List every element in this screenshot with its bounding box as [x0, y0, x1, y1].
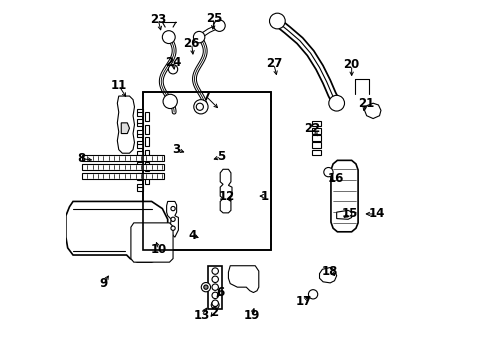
Text: 13: 13 [193, 309, 209, 322]
Circle shape [213, 20, 225, 31]
Bar [136, 152, 143, 158]
Circle shape [196, 103, 203, 111]
Text: 24: 24 [164, 55, 181, 69]
Bar [145, 162, 148, 171]
Text: 25: 25 [205, 12, 222, 25]
Circle shape [163, 94, 177, 109]
Bar [82, 173, 164, 179]
Bar [136, 109, 143, 116]
Text: 26: 26 [183, 37, 200, 50]
Circle shape [212, 284, 218, 291]
Circle shape [171, 206, 175, 211]
Circle shape [203, 285, 207, 289]
Polygon shape [131, 223, 173, 262]
Text: 19: 19 [243, 309, 259, 322]
Bar [207, 266, 222, 309]
Text: 18: 18 [322, 265, 338, 278]
Text: 5: 5 [217, 150, 225, 163]
Bar [82, 164, 164, 170]
Polygon shape [228, 266, 258, 293]
Text: 12: 12 [218, 190, 234, 203]
Polygon shape [336, 210, 351, 219]
Text: 15: 15 [341, 207, 357, 220]
Polygon shape [220, 169, 231, 213]
Circle shape [211, 301, 219, 309]
Text: 17: 17 [295, 295, 311, 308]
Circle shape [328, 95, 344, 111]
Circle shape [171, 217, 175, 221]
Circle shape [162, 31, 175, 44]
Circle shape [168, 64, 177, 74]
Text: 7: 7 [202, 90, 209, 103]
Text: 10: 10 [150, 243, 166, 256]
Text: 21: 21 [357, 97, 373, 110]
Text: 2: 2 [210, 306, 218, 319]
Text: 14: 14 [368, 207, 384, 220]
Bar [312, 135, 321, 141]
Bar [312, 150, 321, 155]
Polygon shape [121, 123, 129, 134]
Polygon shape [166, 202, 178, 237]
Bar [145, 150, 148, 158]
Text: 23: 23 [150, 13, 166, 26]
Bar [312, 143, 321, 148]
Bar [142, 93, 271, 249]
Circle shape [212, 268, 218, 274]
Bar [312, 128, 321, 134]
Text: 6: 6 [216, 286, 224, 299]
Bar [142, 93, 271, 249]
Circle shape [193, 100, 207, 114]
Circle shape [171, 226, 175, 230]
Text: 22: 22 [304, 122, 320, 135]
Bar [136, 130, 143, 137]
Circle shape [201, 283, 210, 292]
Bar [145, 125, 148, 134]
Circle shape [193, 31, 204, 43]
Circle shape [213, 303, 217, 307]
Circle shape [323, 167, 332, 177]
Text: 11: 11 [110, 79, 126, 92]
Bar [136, 184, 143, 191]
Bar [136, 119, 143, 126]
Text: 16: 16 [327, 172, 343, 185]
Polygon shape [66, 202, 167, 262]
Circle shape [212, 292, 218, 298]
Bar [142, 93, 271, 249]
Bar [312, 121, 321, 126]
Polygon shape [330, 160, 357, 232]
Text: 20: 20 [343, 58, 359, 72]
Bar [82, 155, 164, 161]
Text: 1: 1 [261, 190, 269, 203]
Bar [136, 141, 143, 148]
Text: 9: 9 [99, 277, 107, 290]
Bar [145, 137, 148, 146]
Text: 3: 3 [172, 143, 181, 156]
Polygon shape [319, 267, 336, 283]
Polygon shape [364, 103, 380, 118]
Circle shape [212, 276, 218, 283]
Circle shape [308, 290, 317, 299]
Circle shape [212, 300, 218, 306]
Bar [145, 112, 148, 121]
Circle shape [269, 13, 285, 29]
Bar [145, 175, 148, 184]
Bar [136, 162, 143, 169]
Text: 4: 4 [188, 229, 197, 242]
Polygon shape [117, 96, 134, 153]
Bar [136, 173, 143, 180]
Text: 8: 8 [77, 152, 85, 165]
Text: 27: 27 [265, 57, 282, 71]
